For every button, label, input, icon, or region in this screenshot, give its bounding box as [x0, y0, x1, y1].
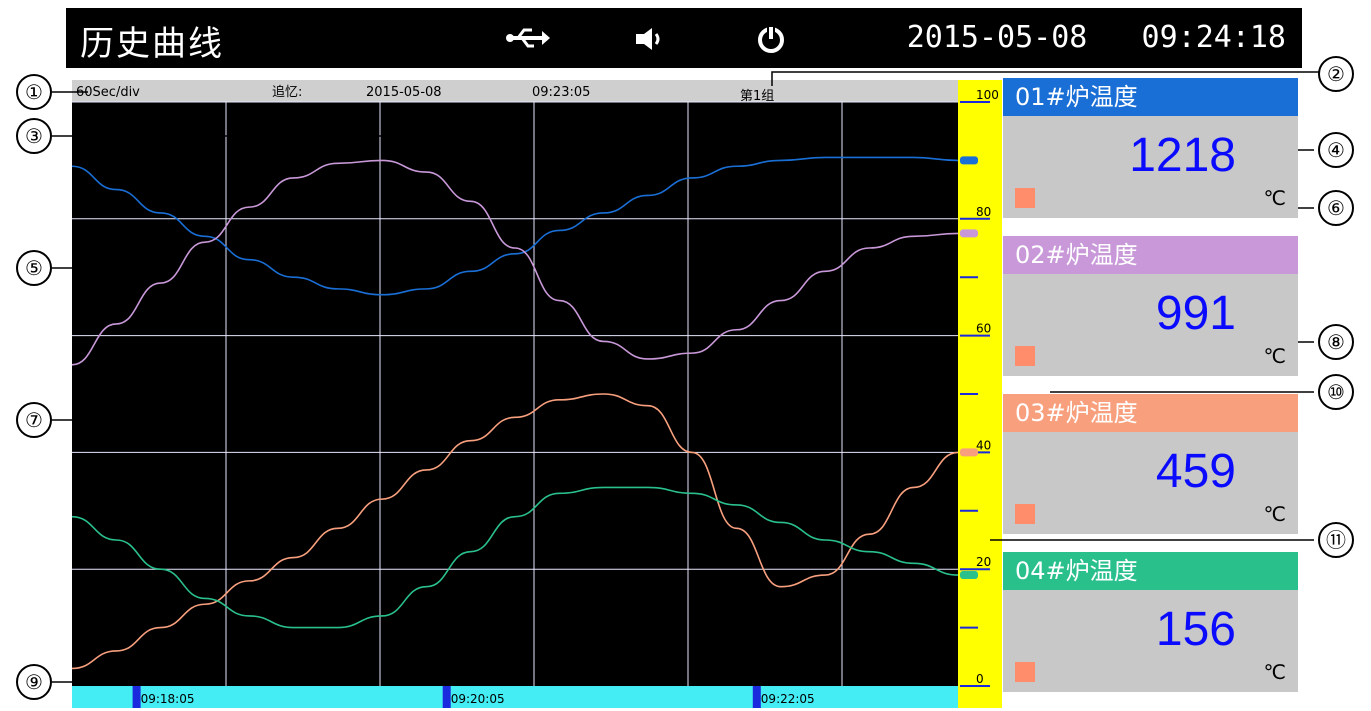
callout-5: ⑤ [16, 250, 52, 286]
page-title: 历史曲线 [80, 24, 224, 64]
time-per-div: 60Sec/div [76, 85, 140, 100]
callout-7: ⑦ [16, 402, 52, 438]
series-marker-4 [960, 571, 978, 580]
channel-value: 459 [1155, 445, 1236, 498]
recall-date: 2015-05-08 [366, 85, 442, 100]
series-markers [960, 156, 978, 580]
speaker-icon [636, 28, 660, 50]
time-tick-label: 09:20:05 [451, 692, 505, 706]
channel-panel-2[interactable]: 02#炉温度 991 ℃ [1003, 236, 1298, 378]
channel-name: 02#炉温度 [1003, 236, 1298, 274]
y-tick-label: 0 [976, 672, 984, 686]
callout-10: ⑩ [1318, 374, 1354, 410]
channel-unit: ℃ [1263, 502, 1286, 526]
channel-unit: ℃ [1263, 344, 1286, 368]
channel-panel-3[interactable]: 03#炉温度 459 ℃ [1003, 394, 1298, 536]
channel-unit: ℃ [1263, 660, 1286, 684]
channel-unit: ℃ [1263, 186, 1286, 210]
channel-value: 991 [1155, 287, 1236, 340]
group-label: 第1组 [740, 89, 774, 104]
recall-label: 追忆: [272, 84, 302, 100]
channel-panel-4[interactable]: 04#炉温度 156 ℃ [1003, 552, 1298, 694]
time-ticks: 09:18:05 09:20:05 09:22:05 [132, 686, 815, 708]
channel-value: 1218 [1129, 129, 1236, 182]
time-tick-label: 09:22:05 [761, 692, 815, 706]
channel-name: 04#炉温度 [1003, 552, 1298, 590]
info-bar [72, 80, 958, 102]
grid [72, 101, 958, 686]
usb-icon [506, 28, 550, 48]
time-tick-label: 09:18:05 [141, 692, 195, 706]
callout-8: ⑧ [1318, 324, 1354, 360]
time-tick-marker[interactable] [132, 686, 141, 708]
plot-area [72, 102, 958, 686]
channel-name: 01#炉温度 [1003, 78, 1298, 116]
callout-11: ⑪ [1318, 522, 1354, 558]
y-tick-label: 40 [976, 438, 991, 452]
time-axis-bar[interactable] [72, 686, 958, 708]
y-tick-label: 80 [976, 205, 991, 219]
series-line-3 [71, 393, 959, 670]
callout-2: ② [1318, 56, 1354, 92]
checkbox-icon[interactable] [1015, 346, 1035, 366]
channel-panel-1[interactable]: 01#炉温度 1218 ℃ [1003, 78, 1298, 220]
series-line-1 [71, 156, 959, 296]
series-lines [71, 156, 959, 670]
series-line-4 [71, 486, 959, 629]
callout-4: ④ [1318, 132, 1354, 168]
checkbox-icon[interactable] [1015, 188, 1035, 208]
datetime-display: 2015-05-08 09:24:18 [906, 20, 1286, 55]
channel-name: 03#炉温度 [1003, 394, 1298, 432]
status-bar: 历史曲线 2015-05-08 09:24:18 [66, 8, 1302, 68]
checkbox-icon[interactable] [1015, 504, 1035, 524]
y-tick-label: 60 [976, 322, 991, 336]
callout-1: ① [16, 74, 52, 110]
series-marker-3 [960, 448, 978, 457]
series-marker-2 [960, 229, 978, 238]
callout-3: ③ [16, 118, 52, 154]
recall-time: 09:23:05 [532, 85, 590, 100]
series-line-2 [71, 159, 959, 366]
time-tick-marker[interactable] [442, 686, 451, 708]
checkbox-icon[interactable] [1015, 662, 1035, 682]
callout-9: ⑨ [16, 664, 52, 700]
y-tick-label: 100 [976, 88, 999, 102]
channel-value: 156 [1155, 603, 1236, 656]
callout-6: ⑥ [1318, 190, 1354, 226]
power-icon [758, 25, 784, 53]
time-tick-marker[interactable] [752, 686, 761, 708]
series-marker-1 [960, 156, 978, 165]
y-tick-label: 20 [976, 555, 991, 569]
